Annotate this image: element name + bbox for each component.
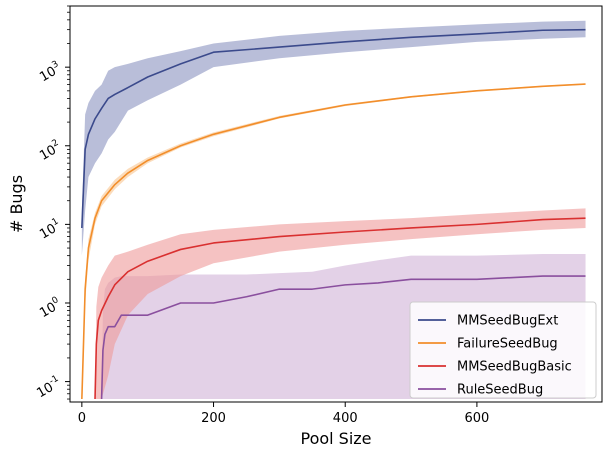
line-mmseedbugbasic	[94, 217, 586, 400]
legend-label-mmseedbugbasic: MMSeedBugBasic	[457, 360, 572, 375]
line-ruleseedbug	[100, 275, 586, 400]
x-tick-label: 200	[201, 411, 226, 426]
band-mmseedbugbasic	[95, 208, 586, 400]
x-tick-label: 600	[464, 411, 489, 426]
y-axis: 10-1 100 101 102 103	[33, 5, 70, 401]
x-tick-label: 0	[78, 411, 86, 426]
x-tick-label: 400	[333, 411, 358, 426]
legend-label-ruleseedbug: RuleSeedBug	[457, 383, 543, 398]
y-tick-label: 103	[36, 59, 64, 85]
plot-frame	[69, 5, 603, 403]
y-tick-label: 100	[36, 295, 64, 321]
x-axis-title: Pool Size	[300, 429, 371, 448]
y-axis-title: # Bugs	[7, 175, 26, 233]
series-lines	[81, 28, 586, 400]
y-tick-label: 10-1	[33, 374, 64, 401]
legend-label-mmseedbugext: MMSeedBugExt	[457, 314, 558, 329]
line-failureseedbug	[81, 83, 586, 400]
legend-label-failureseedbug: FailureSeedBug	[457, 337, 558, 352]
y-tick-label: 102	[36, 138, 64, 164]
x-axis: 0 200 400 600	[78, 402, 489, 426]
y-tick-label: 101	[36, 217, 64, 243]
legend-box	[409, 301, 597, 399]
line-mmseedbugext	[81, 28, 586, 229]
legend: MMSeedBugExt FailureSeedBug MMSeedBugBasic…	[409, 301, 597, 399]
